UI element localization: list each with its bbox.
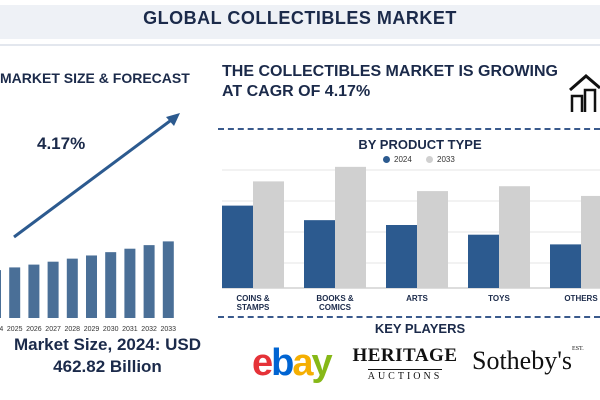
product-bar-2024-1 bbox=[304, 220, 335, 288]
ebay-logo: ebay ebay bbox=[252, 342, 333, 384]
forecast-tick-2033: 2033 bbox=[161, 326, 177, 333]
growth-chart-icon bbox=[569, 74, 600, 112]
divider-bottom bbox=[218, 316, 600, 318]
cagr-label: 4.17% bbox=[37, 134, 86, 153]
forecast-bar-2029 bbox=[86, 255, 97, 318]
sothebys-logo: Sotheby'sEST. bbox=[472, 346, 584, 376]
legend-item-2033: 2033 bbox=[426, 155, 455, 164]
forecast-bar-2028 bbox=[66, 258, 78, 318]
forecast-tick-2032: 2032 bbox=[141, 326, 157, 333]
product-bar-2024-0 bbox=[222, 205, 253, 288]
legend-item-2024: 2024 bbox=[383, 155, 412, 164]
legend-swatch-2033 bbox=[426, 156, 433, 164]
forecast-bar-2027 bbox=[47, 261, 59, 318]
headline-line-2: AT CAGR OF 4.17% bbox=[222, 83, 371, 100]
forecast-bar-2026 bbox=[28, 264, 40, 318]
heritage-auctions-logo: HERITAGE AUCTIONS bbox=[350, 346, 460, 384]
forecast-tick-2026: 2026 bbox=[26, 326, 42, 333]
forecast-tick-2024: 2024 bbox=[0, 326, 3, 333]
forecast-bar-2030 bbox=[105, 252, 117, 318]
forecast-tick-2029: 2029 bbox=[84, 326, 100, 333]
trend-arrow-icon bbox=[13, 113, 180, 239]
market-size-text: Market Size, 2024: USD 462.82 Billion bbox=[0, 334, 215, 378]
product-tick-1: BOOKS & COMICS bbox=[316, 294, 354, 312]
left-panel-title: MARKET SIZE & FORECAST bbox=[0, 70, 190, 86]
sothebys-logo-text: Sotheby's bbox=[472, 346, 573, 375]
divider-top bbox=[218, 128, 600, 130]
headline-line-1: THE COLLECTIBLES MARKET IS GROWING bbox=[222, 63, 558, 80]
market-size-line-2: 462.82 Billion bbox=[53, 357, 162, 376]
product-tick-2: ARTS bbox=[406, 294, 428, 303]
heritage-logo-line-1: HERITAGE bbox=[352, 345, 458, 366]
product-tick-4: OTHERS bbox=[564, 294, 598, 303]
forecast-bar-2032 bbox=[143, 245, 155, 318]
product-bar-2033-2 bbox=[417, 191, 448, 288]
forecast-bar-2025 bbox=[9, 267, 21, 318]
legend-label-2024: 2024 bbox=[394, 155, 412, 164]
product-tick-0: COINS & STAMPS bbox=[236, 294, 270, 312]
forecast-tick-2031: 2031 bbox=[122, 326, 138, 333]
key-players-title: KEY PLAYERS bbox=[374, 321, 466, 336]
legend-label-2033: 2033 bbox=[437, 155, 455, 164]
page-title: GLOBAL COLLECTIBLES MARKET bbox=[143, 8, 457, 28]
sothebys-est: EST. bbox=[572, 346, 584, 352]
product-bar-2024-3 bbox=[468, 234, 499, 288]
product-bar-2033-0 bbox=[253, 181, 284, 288]
forecast-bar-2033 bbox=[162, 241, 174, 318]
product-bar-2033-1 bbox=[335, 166, 366, 288]
product-bar-2024-4 bbox=[550, 244, 581, 288]
product-chart: COINS & STAMPS BOOKS & COMICS ARTS TOYS OTHERS bbox=[222, 166, 600, 312]
heritage-logo-line-2: AUCTIONS bbox=[367, 369, 443, 382]
forecast-tick-2027: 2027 bbox=[45, 326, 61, 333]
headline: THE COLLECTIBLES MARKET IS GROWING AT CA… bbox=[222, 62, 562, 102]
forecast-tick-2025: 2025 bbox=[7, 326, 23, 333]
product-bar-2033-4 bbox=[581, 195, 600, 288]
market-size-line-1: Market Size, 2024: USD bbox=[13, 335, 202, 354]
forecast-tick-2030: 2030 bbox=[103, 326, 119, 333]
forecast-bar-2024 bbox=[0, 270, 1, 318]
header-bar bbox=[0, 0, 600, 46]
product-tick-3: TOYS bbox=[488, 294, 510, 303]
product-bar-2033-3 bbox=[499, 186, 530, 288]
forecast-bar-2031 bbox=[124, 248, 136, 318]
header-band bbox=[0, 5, 600, 39]
forecast-tick-2028: 2028 bbox=[65, 326, 81, 333]
product-bar-2024-2 bbox=[386, 225, 417, 288]
product-chart-title: BY PRODUCT TYPE bbox=[358, 137, 482, 152]
legend-swatch-2024 bbox=[383, 156, 390, 164]
